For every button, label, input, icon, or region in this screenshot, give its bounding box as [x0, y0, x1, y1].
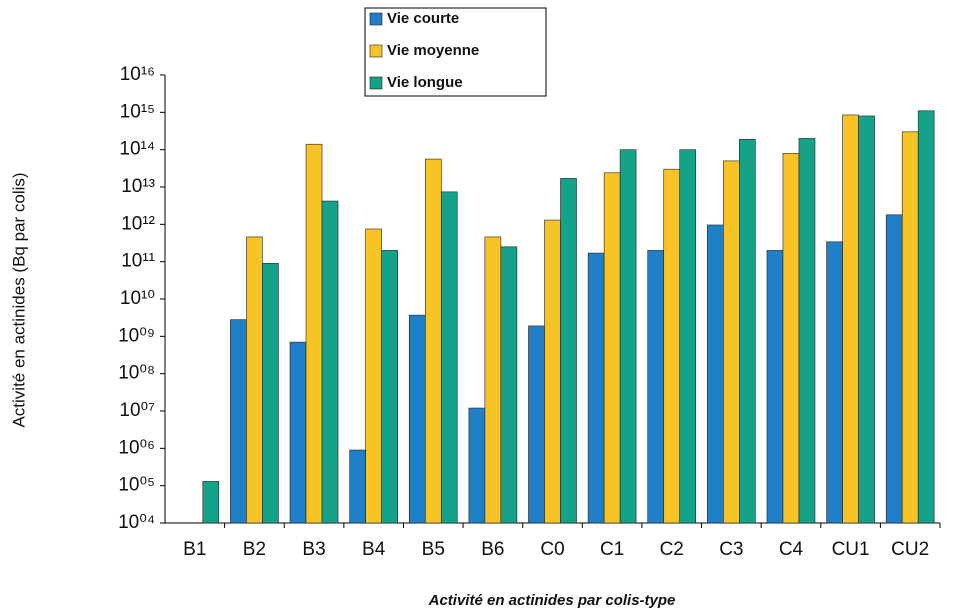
x-tick-label: B3	[302, 539, 325, 560]
x-tick-label: C3	[719, 539, 743, 560]
bar	[468, 407, 486, 524]
legend-swatch	[369, 12, 383, 26]
bar	[305, 143, 323, 524]
y-tick-label: 10¹²	[121, 213, 155, 234]
legend-label: Vie moyenne	[387, 42, 479, 59]
y-tick-label: 10¹³	[121, 176, 155, 197]
x-tick-label: C0	[540, 539, 564, 560]
legend-swatch	[369, 44, 383, 58]
bar	[289, 341, 307, 524]
y-tick-label: 10¹⁵	[120, 101, 155, 122]
x-axis-label: Activité en actinides par colis-type	[428, 592, 676, 609]
x-tick-label: B6	[481, 539, 504, 560]
legend-swatch	[369, 76, 383, 90]
bar	[262, 263, 279, 524]
bar	[528, 325, 545, 524]
x-tick-label: CU2	[891, 539, 929, 560]
bar	[798, 138, 816, 524]
bar	[603, 172, 621, 524]
bar	[739, 138, 756, 524]
bar	[202, 481, 220, 524]
x-tick-label: B4	[362, 539, 386, 560]
y-tick-label: 10⁰⁹	[118, 325, 155, 346]
bar	[723, 160, 740, 524]
bar	[707, 224, 724, 524]
x-tick-label: B1	[183, 539, 206, 560]
bar	[381, 250, 398, 524]
legend-label: Vie longue	[387, 74, 463, 91]
bar	[826, 241, 843, 524]
y-tick-label: 10⁰⁷	[119, 400, 155, 421]
bar	[663, 168, 681, 524]
bar	[901, 131, 919, 524]
y-axis-label: Activité en actinides (Bq par colis)	[9, 172, 28, 427]
y-tick-label: 10¹⁶	[120, 64, 155, 85]
bar	[858, 115, 875, 524]
bar	[230, 319, 247, 524]
bar	[619, 149, 637, 524]
bar	[440, 191, 458, 524]
bar	[587, 252, 605, 524]
bar	[544, 219, 561, 524]
bar	[782, 152, 800, 524]
bar	[246, 236, 263, 524]
bar	[321, 200, 339, 524]
bar	[424, 158, 442, 524]
y-tick-label: 10¹¹	[121, 251, 155, 272]
x-tick-label: B5	[422, 539, 445, 560]
bar	[500, 246, 518, 524]
x-tick-label: CU1	[832, 539, 870, 560]
y-tick-label: 10¹⁴	[119, 139, 155, 160]
bar	[842, 114, 859, 524]
x-tick-label: C4	[779, 539, 804, 560]
y-tick-label: 10⁰⁴	[118, 512, 155, 533]
bar	[885, 214, 903, 524]
bar	[647, 250, 665, 524]
legend-label: Vie courte	[387, 10, 459, 27]
bar	[484, 236, 502, 524]
bar	[679, 149, 697, 524]
bar	[766, 250, 784, 524]
bar	[560, 178, 577, 524]
y-tick-label: 10⁰⁶	[118, 437, 155, 458]
y-tick-label: 10¹⁰	[120, 288, 155, 309]
bar	[349, 449, 366, 524]
y-tick-label: 10⁰⁵	[118, 475, 155, 496]
bar	[408, 314, 426, 524]
x-tick-label: C1	[600, 539, 624, 560]
bar	[917, 110, 935, 524]
y-tick-label: 10⁰⁸	[118, 363, 155, 384]
x-tick-label: B2	[243, 539, 266, 560]
x-tick-label: C2	[660, 539, 684, 560]
bar	[365, 228, 382, 524]
legend-box	[364, 7, 547, 97]
